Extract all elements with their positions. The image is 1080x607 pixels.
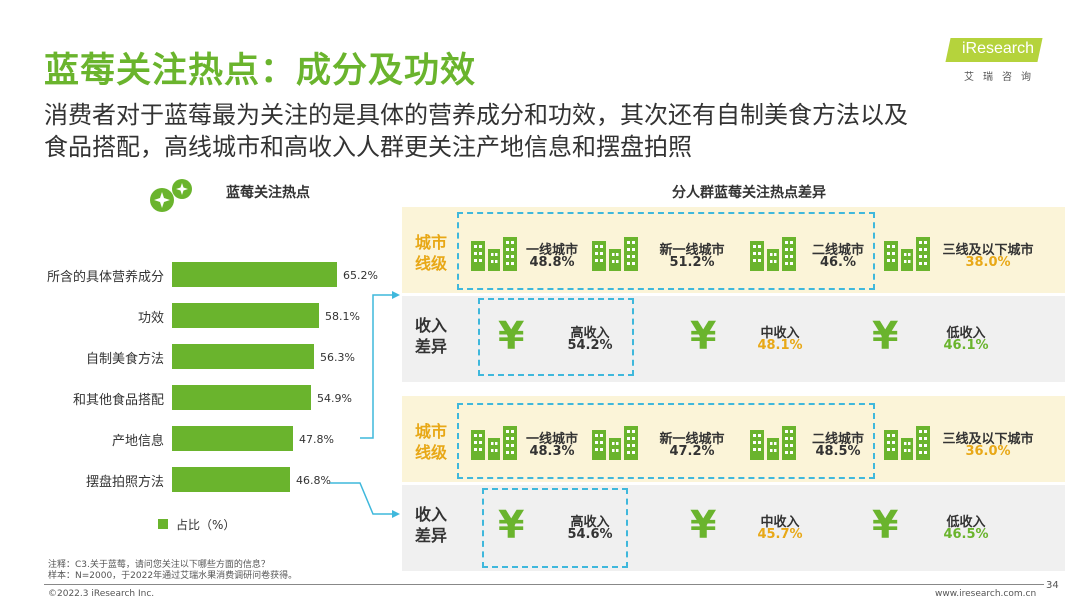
city-tier-value: 51.2% [669,255,715,270]
income-level-value: 54.6% [567,527,613,542]
yen-icon: ¥ [872,503,899,547]
yen-icon: ¥ [498,314,525,358]
bar [172,344,314,369]
logo-text: iResearch [961,40,1034,57]
city-tier-value: 48.8% [529,255,575,270]
bar-value-label: 56.3% [320,351,355,364]
city-tier-label: 三线及以下城市 [942,432,1034,447]
building-icon [748,424,798,462]
bar-category-label: 摆盘拍照方法 [85,475,164,490]
building-icon [590,424,640,462]
building-icon [590,235,640,273]
city-tier-value: 47.2% [669,444,715,459]
income-band-1 [402,296,1065,382]
yen-icon: ¥ [690,314,717,358]
building-icon [882,235,932,273]
city-tier-label: 新一线城市 [659,243,725,258]
subtitle-line-1: 消费者对于蓝莓最为关注的是具体的营养成分和功效，其次还有自制美食方法以及 [44,101,908,129]
bar-category-label: 和其他食品搭配 [72,393,164,408]
income-level-value: 45.7% [757,527,803,542]
page-title: 蓝莓关注热点：成分及功效 [44,51,477,91]
income-level-value: 46.1% [943,338,989,353]
income-level-value: 46.5% [943,527,989,542]
footer-website: www.iresearch.com.cn [935,589,1037,599]
highlight-box [482,488,628,568]
city-tier-value: 48.5% [815,444,861,459]
bar [172,426,293,451]
city-tier-label: 一线城市 [525,432,578,447]
city-tier-label: 新一线城市 [659,432,725,447]
city-tier-value: 36.0% [965,444,1011,459]
income-level-value: 48.1% [757,338,803,353]
bar-category-label: 所含的具体营养成分 [46,270,164,285]
logo-subtext: 艾瑞咨询 [964,72,1040,83]
city-tier-label: 二线城市 [811,432,864,447]
bar [172,467,290,492]
row-label-city: 线级 [415,443,448,462]
bar [172,385,311,410]
income-band-2 [402,485,1065,571]
bar-value-label: 58.1% [325,310,360,323]
row-label-city: 线级 [415,254,448,273]
city-tier-label: 一线城市 [525,243,578,258]
iresearch-logo: iResearch 艾瑞咨询 [930,30,1043,85]
highlight-box [478,298,634,376]
building-icon [469,424,519,462]
connector-arrows [330,291,400,518]
bar-category-label: 自制美食方法 [85,352,164,367]
bar-value-label: 47.8% [299,433,334,446]
row-label-income: 收入 [415,505,448,524]
yen-icon: ¥ [872,314,899,358]
right-panel-title: 分人群蓝莓关注热点差异 [672,185,826,201]
footer-divider [44,584,1044,585]
row-label-city: 城市 [415,233,448,252]
building-icon [882,424,932,462]
note-line-2: 样本：N=2000，于2022年通过艾瑞水果消费调研问卷获得。 [48,571,298,581]
income-level-label: 中收入 [760,515,800,530]
city-tier-label: 三线及以下城市 [942,243,1034,258]
yen-icon: ¥ [498,503,525,547]
city-tier-value: 48.3% [529,444,575,459]
income-level-value: 54.2% [567,338,613,353]
page-number: 34 [1046,580,1059,591]
building-icon [748,235,798,273]
note-line-1: 注释：C3.关于蓝莓，请问您关注以下哪些方面的信息？ [48,560,270,570]
city-tier-value: 46.% [819,255,857,270]
bar-value-label: 65.2% [343,269,378,282]
bar [172,303,319,328]
income-level-label: 中收入 [760,326,800,341]
income-level-label: 低收入 [946,515,986,530]
legend-label: 占比（%） [176,518,236,532]
bar [172,262,337,287]
sparkle-badge-icon [150,179,192,212]
highlight-box [457,212,875,290]
row-label-income: 收入 [415,316,448,335]
row-label-city: 城市 [415,422,448,441]
yen-icon: ¥ [690,503,717,547]
legend-swatch [158,519,168,529]
bar-value-label: 54.9% [317,392,352,405]
bar-category-label: 功效 [137,311,164,326]
row-label-income: 差异 [415,526,448,545]
bar-value-label: 46.8% [296,474,331,487]
footer-copyright: ©2022.3 iResearch Inc. [48,589,155,599]
chart-title: 蓝莓关注热点 [226,185,310,201]
highlight-box [457,403,875,479]
row-label-income: 差异 [415,337,448,356]
city-tier-label: 二线城市 [811,243,864,258]
subtitle-line-2: 食品搭配，高线城市和高收入人群更关注产地信息和摆盘拍照 [44,133,692,161]
city-tier-value: 38.0% [965,255,1011,270]
income-level-label: 低收入 [946,326,986,341]
bar-category-label: 产地信息 [111,434,164,449]
income-level-label: 高收入 [570,326,610,341]
building-icon [469,235,519,273]
income-level-label: 高收入 [570,515,610,530]
